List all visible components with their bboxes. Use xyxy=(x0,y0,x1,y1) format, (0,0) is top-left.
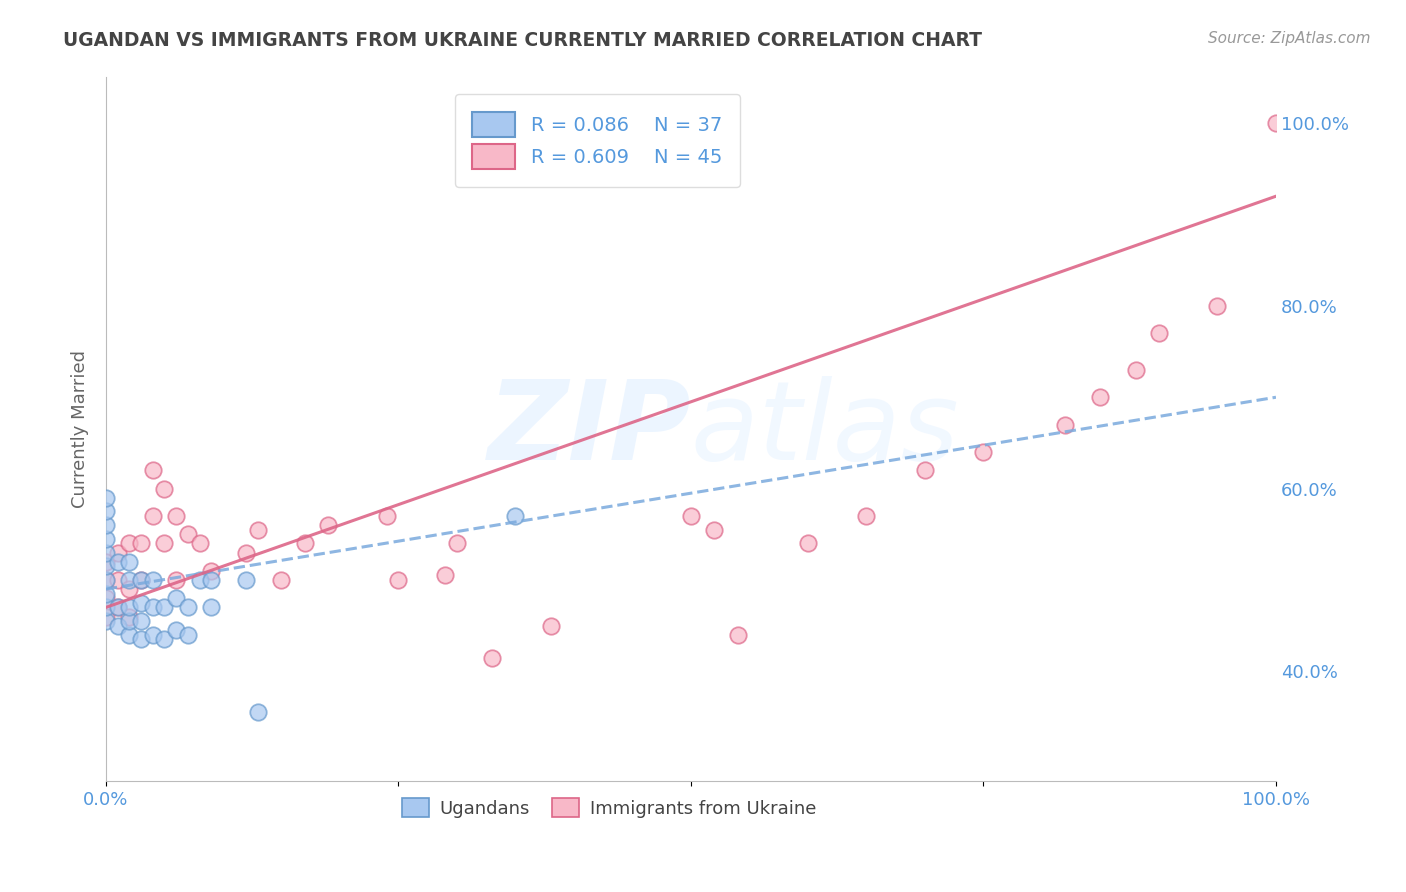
Point xyxy=(247,523,270,537)
Point xyxy=(294,536,316,550)
Point xyxy=(434,568,457,582)
Point xyxy=(118,614,141,628)
Point xyxy=(142,463,165,477)
Point xyxy=(129,596,152,610)
Point xyxy=(387,573,409,587)
Y-axis label: Currently Married: Currently Married xyxy=(72,351,89,508)
Point xyxy=(118,555,141,569)
Point xyxy=(1206,299,1229,313)
Point xyxy=(235,545,257,559)
Point xyxy=(94,587,117,601)
Text: UGANDAN VS IMMIGRANTS FROM UKRAINE CURRENTLY MARRIED CORRELATION CHART: UGANDAN VS IMMIGRANTS FROM UKRAINE CURRE… xyxy=(63,31,983,50)
Point xyxy=(129,536,152,550)
Point xyxy=(797,536,820,550)
Point xyxy=(129,573,152,587)
Point xyxy=(679,508,702,523)
Point xyxy=(94,518,117,533)
Point xyxy=(94,559,117,574)
Point xyxy=(153,600,176,615)
Point xyxy=(270,573,292,587)
Point xyxy=(118,536,141,550)
Text: atlas: atlas xyxy=(690,376,959,483)
Point xyxy=(94,573,117,587)
Point xyxy=(505,508,527,523)
Point xyxy=(94,573,117,587)
Point xyxy=(107,600,129,615)
Point xyxy=(247,706,270,720)
Point xyxy=(446,536,468,550)
Point xyxy=(153,482,176,496)
Point xyxy=(165,591,187,606)
Point xyxy=(375,508,398,523)
Point xyxy=(107,618,129,632)
Point xyxy=(165,573,187,587)
Point xyxy=(727,628,749,642)
Point xyxy=(118,573,141,587)
Point xyxy=(94,609,117,624)
Point xyxy=(316,518,339,533)
Point xyxy=(1147,326,1170,341)
Point xyxy=(107,545,129,559)
Point xyxy=(94,591,117,606)
Point xyxy=(94,491,117,505)
Point xyxy=(94,614,117,628)
Point xyxy=(142,600,165,615)
Point xyxy=(177,527,200,541)
Point xyxy=(855,508,877,523)
Point xyxy=(94,600,117,615)
Point xyxy=(177,628,200,642)
Point xyxy=(1090,390,1112,404)
Point xyxy=(118,628,141,642)
Point xyxy=(129,573,152,587)
Point xyxy=(1125,363,1147,377)
Point xyxy=(481,650,503,665)
Point xyxy=(1265,116,1288,130)
Point xyxy=(540,618,562,632)
Legend: Ugandans, Immigrants from Ukraine: Ugandans, Immigrants from Ukraine xyxy=(395,791,824,825)
Point xyxy=(129,632,152,647)
Point xyxy=(914,463,936,477)
Point xyxy=(235,573,257,587)
Text: Source: ZipAtlas.com: Source: ZipAtlas.com xyxy=(1208,31,1371,46)
Point xyxy=(107,573,129,587)
Point xyxy=(94,532,117,546)
Point xyxy=(118,609,141,624)
Point xyxy=(94,555,117,569)
Point xyxy=(118,600,141,615)
Point xyxy=(107,600,129,615)
Point xyxy=(703,523,725,537)
Point xyxy=(94,545,117,559)
Point xyxy=(177,600,200,615)
Point xyxy=(200,564,222,578)
Point xyxy=(129,614,152,628)
Point xyxy=(200,573,222,587)
Point xyxy=(165,624,187,638)
Point xyxy=(142,508,165,523)
Point xyxy=(94,504,117,518)
Point xyxy=(142,628,165,642)
Point xyxy=(153,632,176,647)
Point xyxy=(165,508,187,523)
Text: ZIP: ZIP xyxy=(488,376,690,483)
Point xyxy=(200,600,222,615)
Point xyxy=(107,555,129,569)
Point xyxy=(972,445,994,459)
Point xyxy=(153,536,176,550)
Point xyxy=(118,582,141,596)
Point xyxy=(1054,417,1077,432)
Point xyxy=(188,536,211,550)
Point xyxy=(142,573,165,587)
Point xyxy=(188,573,211,587)
